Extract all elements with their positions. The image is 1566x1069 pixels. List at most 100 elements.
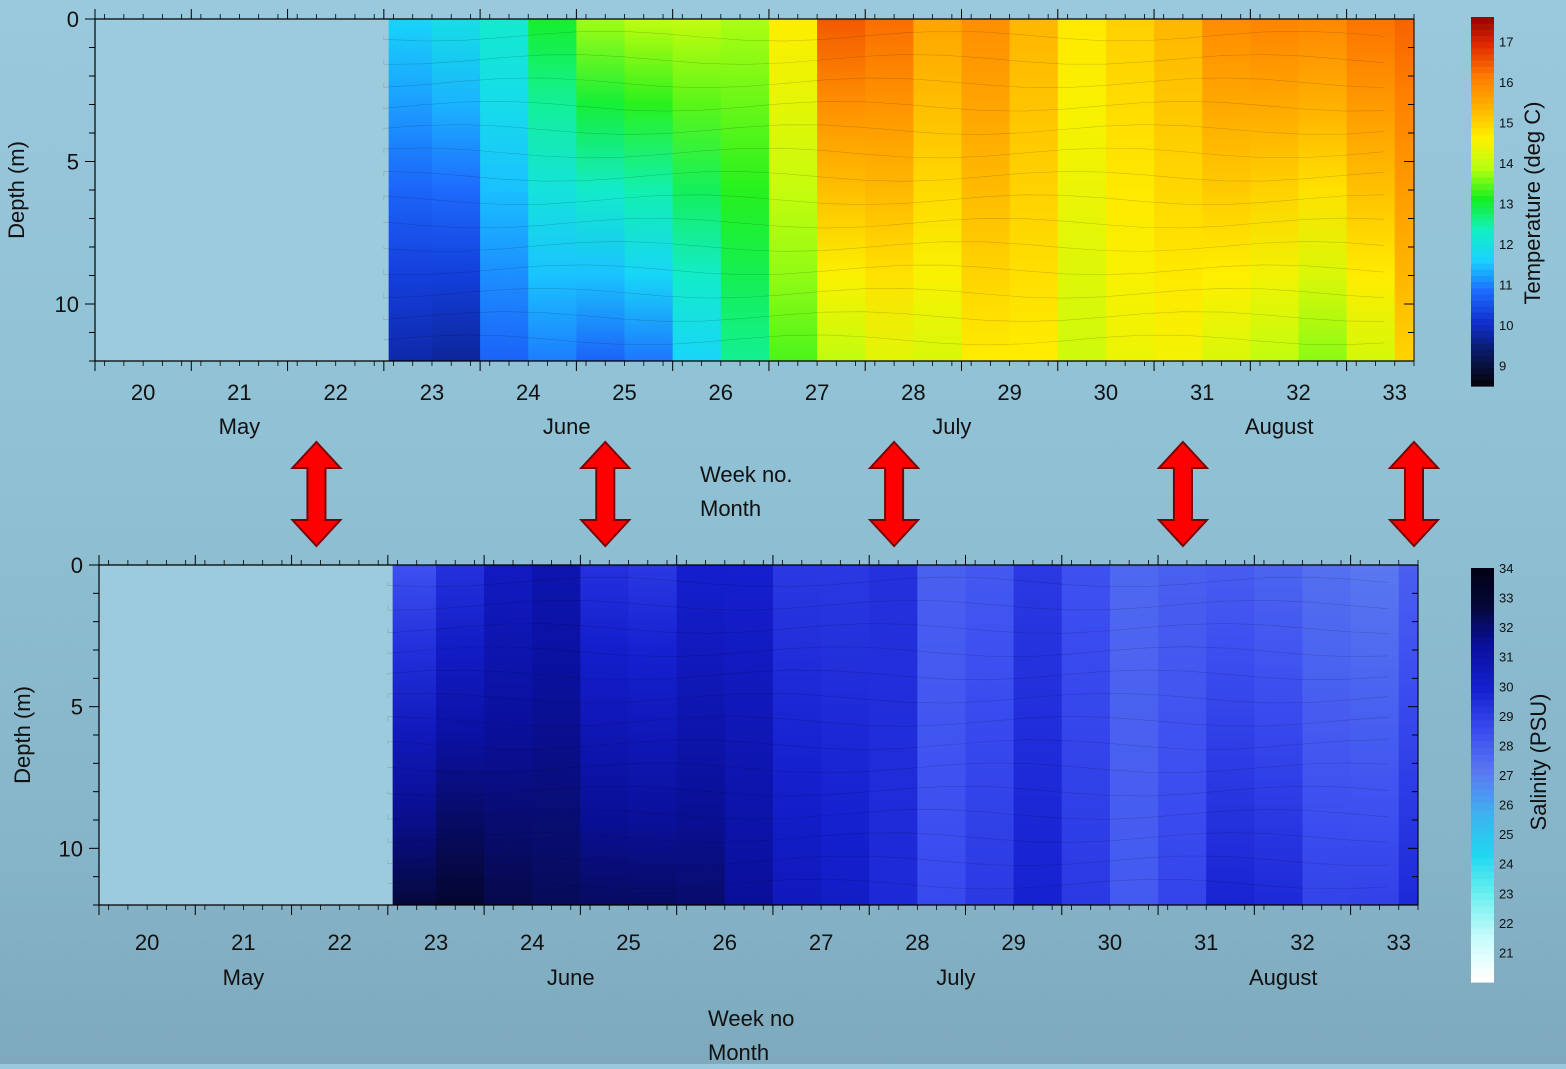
contour-column xyxy=(1158,565,1207,905)
colorbar-segment xyxy=(1471,892,1494,900)
colorbar-segment xyxy=(1471,146,1494,153)
contour-column xyxy=(576,19,626,361)
colorbar-segment xyxy=(1471,678,1494,686)
y-tick-label: 10 xyxy=(59,836,83,861)
x-tick-label: 25 xyxy=(616,930,640,955)
colorbar-tick-label: 33 xyxy=(1499,591,1513,606)
contour-column xyxy=(628,565,678,905)
y-tick-label: 10 xyxy=(55,292,79,317)
colorbar-segment xyxy=(1471,712,1494,721)
contour-column xyxy=(672,19,722,361)
contour-column xyxy=(1206,565,1255,905)
colorbar-segment xyxy=(1471,207,1494,215)
colorbar-segment xyxy=(1471,66,1494,73)
contour-column xyxy=(772,565,822,905)
double-arrow xyxy=(1387,440,1441,548)
month-label: June xyxy=(547,965,595,990)
colorbar-tick-label: 21 xyxy=(1499,945,1513,960)
colorbar-segment xyxy=(1471,761,1494,769)
colorbar-segment xyxy=(1471,664,1494,673)
colorbar-segment xyxy=(1471,871,1494,880)
contour-line xyxy=(387,832,1388,843)
contour-line xyxy=(387,739,1388,750)
colorbar-segment xyxy=(1471,747,1494,755)
colorbar-segment xyxy=(1471,250,1494,258)
colorbar-segment xyxy=(1471,671,1494,679)
month-label: May xyxy=(219,414,261,439)
colorbar-segment xyxy=(1471,275,1494,283)
colorbar-tick-label: 14 xyxy=(1499,156,1513,171)
colorbar-segment xyxy=(1471,830,1494,838)
colorbar-segment xyxy=(1471,816,1494,824)
colorbar-tick-label: 31 xyxy=(1499,650,1513,665)
x-tick-label: 29 xyxy=(1001,930,1025,955)
contour-line xyxy=(383,147,1384,159)
contour-line xyxy=(383,334,1384,346)
x-tick-label: 27 xyxy=(809,930,833,955)
colorbar-tick-label: 16 xyxy=(1499,75,1513,90)
x-tick-label: 29 xyxy=(997,380,1021,405)
contour-field xyxy=(388,19,1415,361)
month-label: May xyxy=(223,965,265,990)
colorbar-segment xyxy=(1471,954,1494,962)
colorbar-segment xyxy=(1471,975,1494,983)
colorbar-segment xyxy=(1471,29,1494,37)
contour-column xyxy=(965,565,1015,905)
x-tick-label: 22 xyxy=(323,380,347,405)
colorbar-segment xyxy=(1471,788,1494,797)
x-tick-label: 24 xyxy=(520,930,544,955)
x-axis-label: Week no xyxy=(708,1006,794,1031)
contour-column xyxy=(1061,565,1111,905)
y-tick-label: 0 xyxy=(71,553,83,578)
contour-line xyxy=(387,785,1388,797)
colorbar-segment xyxy=(1471,885,1494,893)
month-label: August xyxy=(1249,965,1318,990)
contour-line xyxy=(387,669,1388,681)
contour-line xyxy=(383,241,1384,252)
colorbar-segment xyxy=(1471,355,1494,362)
colorbar-segment xyxy=(1471,947,1494,955)
contour-column xyxy=(817,19,866,361)
colorbar-tick-label: 24 xyxy=(1499,857,1513,872)
contour-line xyxy=(383,311,1384,322)
colorbar-segment xyxy=(1471,768,1494,776)
contour-line xyxy=(387,855,1388,867)
colorbar-segment xyxy=(1471,775,1494,783)
contour-line xyxy=(387,646,1388,657)
colorbar-segment xyxy=(1471,287,1494,295)
x-tick-label: 26 xyxy=(709,380,733,405)
colorbar-tick-label: 28 xyxy=(1499,738,1513,753)
colorbar-segment xyxy=(1471,281,1494,289)
colorbar-segment xyxy=(1471,588,1494,597)
colorbar-segment xyxy=(1471,299,1494,307)
x-tick-label: 32 xyxy=(1290,930,1314,955)
contour-column xyxy=(1009,19,1059,361)
month-label: July xyxy=(936,965,975,990)
x-tick-label: 20 xyxy=(131,380,155,405)
colorbar-segment xyxy=(1471,650,1494,659)
colorbar-segment xyxy=(1471,35,1494,43)
contour-line xyxy=(383,100,1384,112)
colorbar-segment xyxy=(1471,850,1494,859)
contour-column xyxy=(676,565,726,905)
contour-line xyxy=(383,54,1384,65)
colorbar-segment xyxy=(1471,809,1494,817)
contour-column xyxy=(388,19,433,361)
x-tick-label: 24 xyxy=(516,380,540,405)
x-tick-label: 32 xyxy=(1286,380,1310,405)
colorbar-segment xyxy=(1471,293,1494,301)
colorbar-segment xyxy=(1471,719,1494,728)
y-axis-label: Depth (m) xyxy=(10,686,35,784)
colorbar-segment xyxy=(1471,17,1494,24)
contour-line xyxy=(383,171,1384,182)
x-axis-label: Week no. xyxy=(700,462,793,487)
double-arrow xyxy=(290,440,343,548)
x-tick-label: 27 xyxy=(805,380,829,405)
colorbar-segment xyxy=(1471,373,1494,381)
colorbar-segment xyxy=(1471,60,1494,67)
contour-line xyxy=(383,77,1384,89)
colorbar-segment xyxy=(1471,699,1494,707)
contour-column xyxy=(1298,19,1348,361)
contour-column xyxy=(1202,19,1251,361)
